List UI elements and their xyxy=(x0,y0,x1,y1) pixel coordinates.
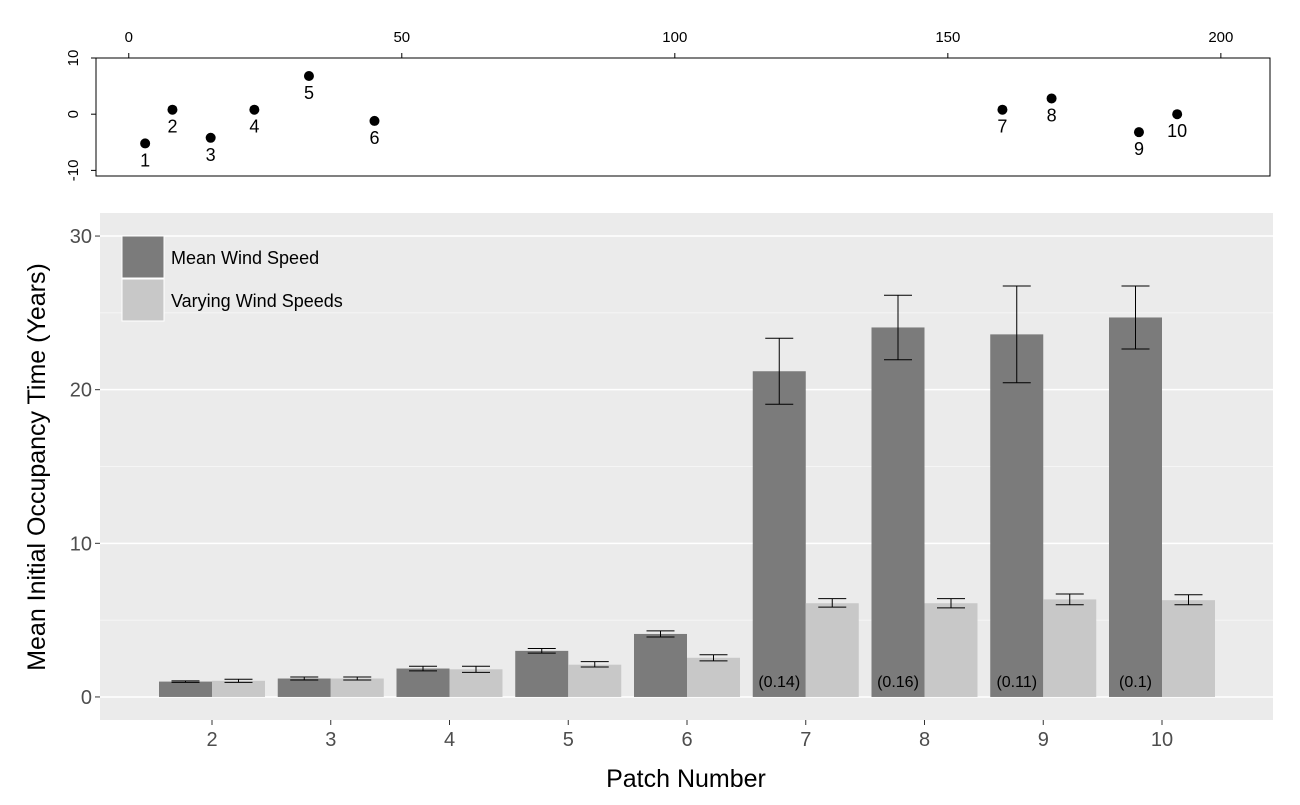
scatter-point-label: 5 xyxy=(304,83,314,103)
x-tick-label: 8 xyxy=(919,729,930,751)
x-tick-label: 3 xyxy=(325,729,336,751)
scatter-x-tick-label: 50 xyxy=(393,29,410,46)
bar xyxy=(1043,599,1097,697)
scatter-point-label: 9 xyxy=(1134,139,1144,159)
scatter-point xyxy=(205,132,216,143)
y-tick-label: 30 xyxy=(70,226,92,248)
scatter-point xyxy=(997,104,1008,115)
scatter-point-label: 3 xyxy=(206,145,216,165)
bar xyxy=(634,633,687,697)
bar xyxy=(515,650,569,697)
bar xyxy=(924,603,978,697)
scatter-point xyxy=(1046,93,1057,104)
legend-swatch xyxy=(121,278,165,322)
x-tick-label: 4 xyxy=(444,729,455,751)
scatter-point-label: 4 xyxy=(249,117,259,137)
y-axis-title: Mean Initial Occupancy Time (Years) xyxy=(23,263,51,671)
scatter-point xyxy=(167,104,178,115)
bar-annotation: (0.14) xyxy=(758,674,800,691)
occupancy-bar-panel: Patch Number Mean Initial Occupancy Time… xyxy=(23,213,1273,793)
x-tick-label: 5 xyxy=(563,729,574,751)
bar-annotation: (0.1) xyxy=(1119,674,1152,691)
scatter-point-label: 7 xyxy=(997,117,1007,137)
scatter-y-tick-label: -10 xyxy=(65,160,82,182)
scatter-point xyxy=(1133,127,1144,138)
x-tick-label: 7 xyxy=(800,729,811,751)
bar xyxy=(871,327,925,697)
scatter-x-tick-label: 100 xyxy=(662,29,687,46)
bar-annotation: (0.11) xyxy=(996,674,1037,691)
bar-annotation: (0.16) xyxy=(877,674,919,691)
y-tick-label: 20 xyxy=(70,380,92,402)
scatter-y-tick-label: 0 xyxy=(65,110,82,118)
legend-label: Mean Wind Speed xyxy=(171,248,319,268)
scatter-point-label: 2 xyxy=(167,117,177,137)
legend-label: Varying Wind Speeds xyxy=(171,291,343,311)
scatter-y-tick-label: 10 xyxy=(65,50,82,67)
scatter-x-tick-label: 0 xyxy=(125,29,133,46)
scatter-point xyxy=(369,115,380,126)
bar xyxy=(990,334,1044,697)
y-tick-label: 10 xyxy=(70,533,92,555)
scatter-plot-frame xyxy=(95,57,1271,177)
bar xyxy=(212,680,265,697)
scatter-point-label: 1 xyxy=(140,150,150,170)
scatter-point xyxy=(249,104,260,115)
bar xyxy=(568,664,622,697)
legend: Mean Wind Speed Varying Wind Speeds xyxy=(121,235,343,322)
bar xyxy=(1162,600,1215,697)
y-tick-label: 0 xyxy=(81,687,92,709)
x-tick-label: 2 xyxy=(206,729,217,751)
bar xyxy=(805,603,859,697)
scatter-point xyxy=(303,70,314,81)
scatter-point-label: 6 xyxy=(369,128,379,148)
scatter-point xyxy=(1172,109,1183,120)
x-tick-label: 6 xyxy=(681,729,692,751)
x-axis-title: Patch Number xyxy=(606,765,766,793)
bar xyxy=(687,657,740,697)
bar xyxy=(159,681,212,697)
legend-swatch xyxy=(121,235,165,279)
bar xyxy=(330,678,384,697)
bar xyxy=(449,669,503,697)
scatter-point-label: 10 xyxy=(1167,121,1187,141)
x-tick-label: 9 xyxy=(1038,729,1049,751)
bar xyxy=(396,668,450,697)
bar xyxy=(1109,317,1162,697)
scatter-x-tick-label: 200 xyxy=(1208,29,1233,46)
scatter-point xyxy=(140,138,151,149)
bar xyxy=(752,371,806,697)
scatter-x-tick-label: 150 xyxy=(935,29,960,46)
x-tick-label: 10 xyxy=(1151,729,1173,751)
bar xyxy=(277,678,331,697)
scatter-point-label: 8 xyxy=(1047,105,1057,125)
